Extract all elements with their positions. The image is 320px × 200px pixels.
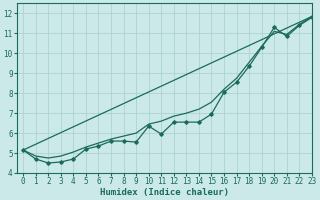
X-axis label: Humidex (Indice chaleur): Humidex (Indice chaleur) — [100, 188, 229, 197]
